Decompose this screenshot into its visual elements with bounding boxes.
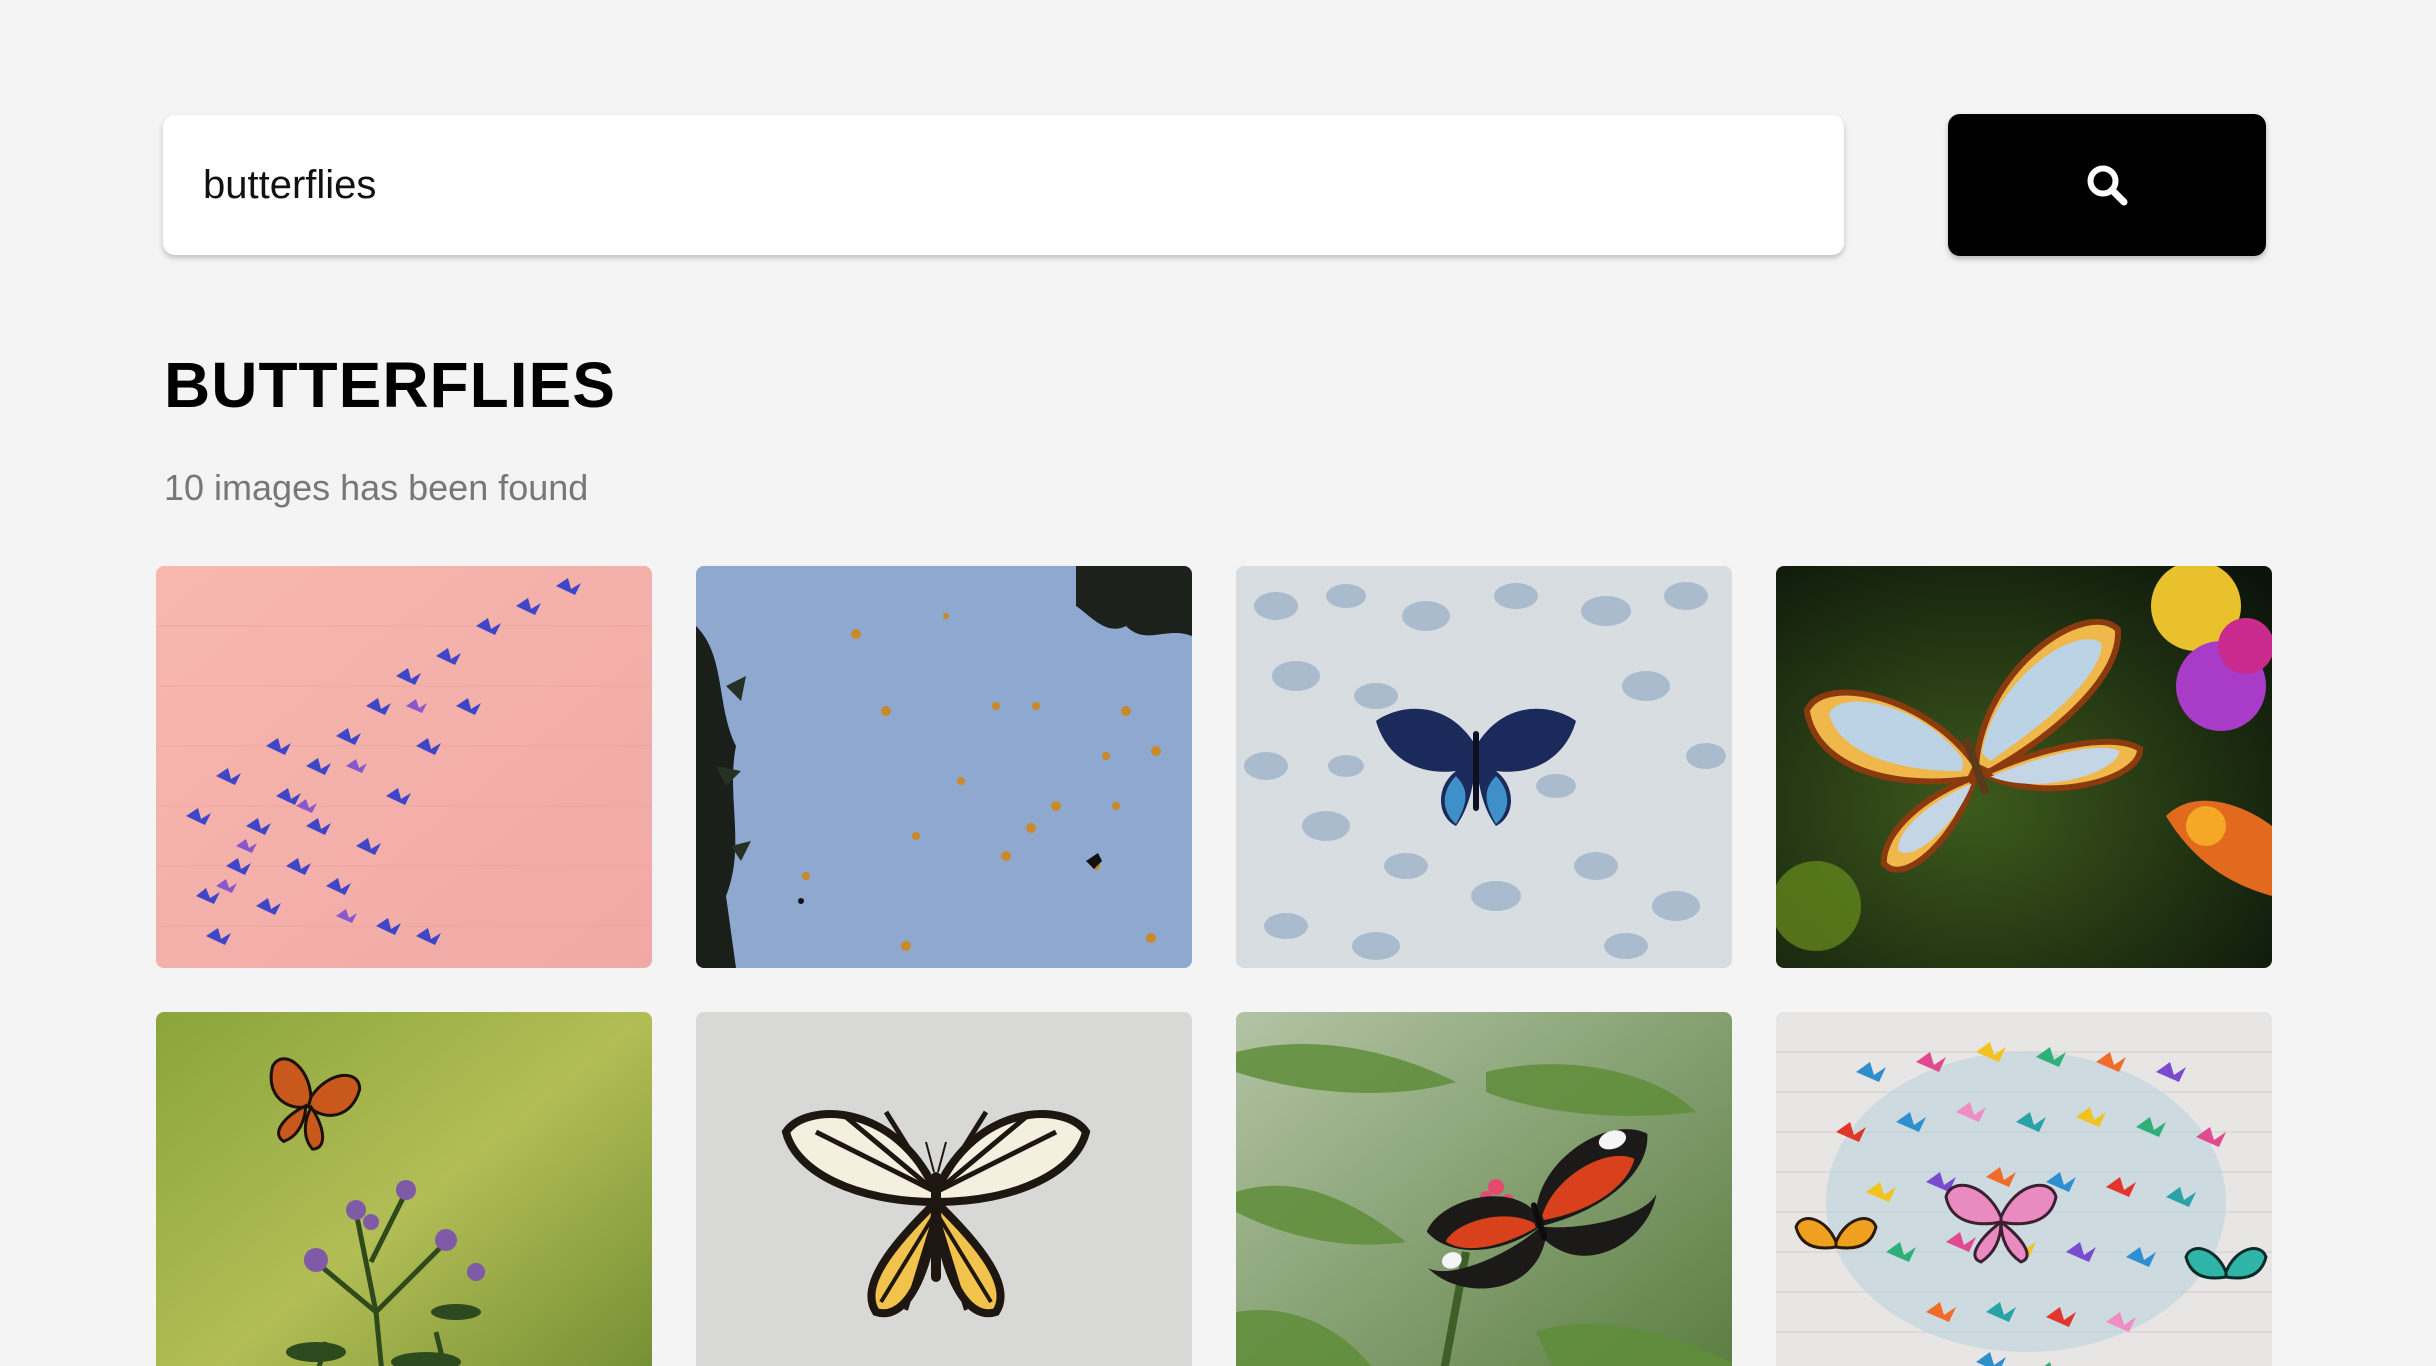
image-card[interactable] bbox=[156, 1012, 652, 1366]
image-card[interactable] bbox=[1776, 1012, 2272, 1366]
search-input[interactable] bbox=[163, 115, 1844, 255]
results-title: BUTTERFLIES bbox=[164, 349, 616, 421]
specimen-butterfly-image bbox=[696, 1012, 1192, 1366]
orange-butterfly-flower-image bbox=[1776, 566, 2272, 968]
monarch-flowers-image bbox=[156, 1012, 652, 1366]
search-button[interactable] bbox=[1948, 114, 2266, 256]
butterfly-mural-image bbox=[1776, 1012, 2272, 1366]
image-card[interactable] bbox=[1776, 566, 2272, 968]
image-card[interactable] bbox=[696, 1012, 1192, 1366]
results-count: 10 images has been found bbox=[164, 467, 589, 508]
image-card[interactable] bbox=[156, 566, 652, 968]
image-grid bbox=[156, 566, 2272, 1366]
red-butterfly-leaves-image bbox=[1236, 1012, 1732, 1366]
butterflies-sky-image bbox=[696, 566, 1192, 968]
image-card[interactable] bbox=[1236, 566, 1732, 968]
butterflies-pink-wall-image bbox=[156, 566, 652, 968]
search-icon bbox=[2087, 165, 2128, 206]
image-card[interactable] bbox=[696, 566, 1192, 968]
image-card[interactable] bbox=[1236, 1012, 1732, 1366]
blue-butterfly-gravel-image bbox=[1236, 566, 1732, 968]
